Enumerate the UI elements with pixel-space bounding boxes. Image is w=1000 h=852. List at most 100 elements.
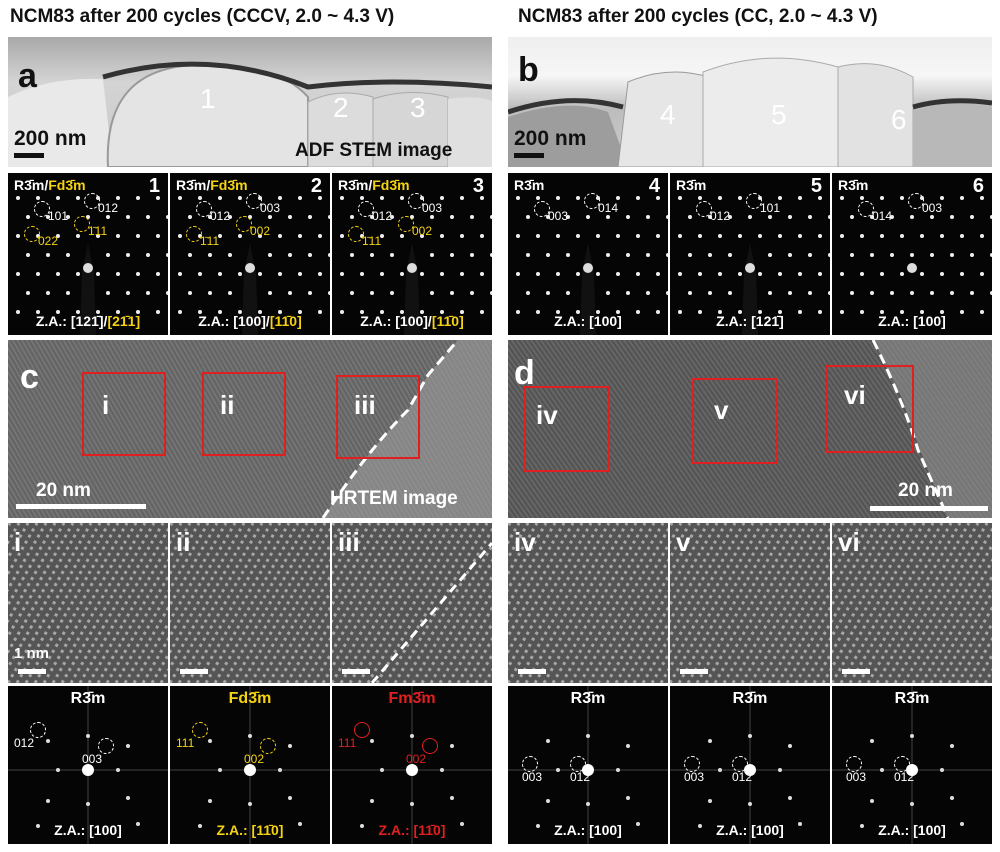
diffraction-spot (166, 215, 168, 219)
diffraction-spot (106, 215, 110, 219)
diffraction-spot (536, 234, 540, 238)
diffraction-spot (758, 272, 762, 276)
fft-spot (788, 796, 792, 800)
diffraction-spot (66, 253, 70, 257)
diffraction-spot (808, 215, 812, 219)
fft-pattern (170, 686, 330, 844)
saed-zone-axis: Z.A.: [121̄] (716, 313, 784, 329)
saed-panel-5: R3̄m 5 012 101 Z.A.: [121̄] (670, 173, 830, 335)
fft-spot (636, 822, 640, 826)
diffraction-spot (778, 310, 782, 314)
lattice-scale-bar (842, 669, 870, 674)
diffraction-spot (576, 196, 580, 200)
diffraction-spot (606, 215, 610, 219)
fft-spot (910, 802, 914, 806)
lattice-panel-i: i 1 nm (8, 523, 168, 683)
diffraction-spot (490, 291, 492, 295)
diffraction-spot (440, 196, 444, 200)
fft-spot-ring (30, 722, 46, 738)
spot-label: 003 (922, 201, 943, 215)
diffraction-spot (350, 253, 354, 257)
diffraction-spot (718, 196, 722, 200)
diffraction-spot (910, 291, 914, 295)
diffraction-spot (198, 310, 202, 314)
diffraction-spot (136, 272, 140, 276)
fft-phase: R3̄m (570, 690, 606, 707)
fft-spot (370, 799, 374, 803)
diffraction-spot (218, 310, 222, 314)
diffraction-spot (238, 272, 242, 276)
fft-spot (126, 796, 130, 800)
diffraction-spot (950, 291, 954, 295)
fft-phase: R3̄m (894, 690, 930, 707)
diffraction-spot (288, 291, 292, 295)
diffraction-spot (470, 253, 474, 257)
diffraction-spot (870, 253, 874, 257)
spot-ring (358, 201, 374, 217)
fft-spot (546, 739, 550, 743)
diffraction-spot (238, 196, 242, 200)
diffraction-spot (526, 215, 530, 219)
title-left: NCM83 after 200 cycles (CCCV, 2.0 ~ 4.3 … (10, 6, 395, 27)
diffraction-spot (930, 291, 934, 295)
diffraction-spot (748, 215, 752, 219)
diffraction-spot (768, 253, 772, 257)
diffraction-spot (136, 196, 140, 200)
diffraction-spot (298, 234, 302, 238)
fft-spot-label: 111 (338, 736, 357, 750)
diffraction-spot (636, 234, 640, 238)
fft-spot (870, 799, 874, 803)
saed-phase: R3̄m/Fd3̄m (14, 177, 86, 193)
diffraction-spot (678, 196, 682, 200)
diffraction-spot (318, 234, 322, 238)
diffraction-spot (576, 234, 580, 238)
diffraction-spot (656, 272, 660, 276)
diffraction-spot (536, 272, 540, 276)
diffraction-spot (930, 215, 934, 219)
diffraction-spot (106, 253, 110, 257)
diffraction-spot (970, 215, 974, 219)
diffraction-spot (698, 310, 702, 314)
diffraction-spot (718, 272, 722, 276)
diffraction-spot (880, 310, 884, 314)
spot-ring-yellow (398, 216, 414, 232)
fft-zone-axis: Z.A.: [100] (554, 822, 622, 838)
diffraction-spot (728, 253, 732, 257)
lattice-scale-bar (342, 669, 370, 674)
spot-label: 012 (210, 209, 231, 223)
diffraction-spot (328, 291, 330, 295)
diffraction-spot (940, 310, 944, 314)
diffraction-spot (480, 272, 484, 276)
diffraction-spot (96, 234, 100, 238)
fft-spot (870, 739, 874, 743)
central-spot (907, 263, 917, 273)
fft-spot-label: 003 (684, 770, 705, 784)
diffraction-spot (76, 234, 80, 238)
lattice-fringes (508, 523, 668, 683)
diffraction-spot (268, 291, 272, 295)
diffraction-spot (400, 272, 404, 276)
diffraction-spot (460, 196, 464, 200)
diffraction-spot (470, 215, 474, 219)
diffraction-spot (166, 253, 168, 257)
diffraction-spot (656, 196, 660, 200)
region-box-iii (336, 375, 420, 459)
diffraction-spot (728, 215, 732, 219)
diffraction-spot (940, 234, 944, 238)
fft-center (82, 764, 94, 776)
diffraction-spot (678, 272, 682, 276)
diffraction-spot (688, 215, 692, 219)
spot-label: 012 (710, 209, 731, 223)
diffraction-spot (596, 272, 600, 276)
fft-spot-ring (732, 756, 748, 772)
fft-spot (880, 768, 884, 772)
diffraction-spot (920, 272, 924, 276)
diffraction-spot (36, 272, 40, 276)
spot-label: 003 (260, 201, 281, 215)
diffraction-spot (860, 196, 864, 200)
diffraction-spot (698, 234, 702, 238)
fft-spot (616, 768, 620, 772)
region-box-ii (202, 372, 286, 456)
diffraction-spot (960, 196, 964, 200)
diffraction-spot (708, 291, 712, 295)
